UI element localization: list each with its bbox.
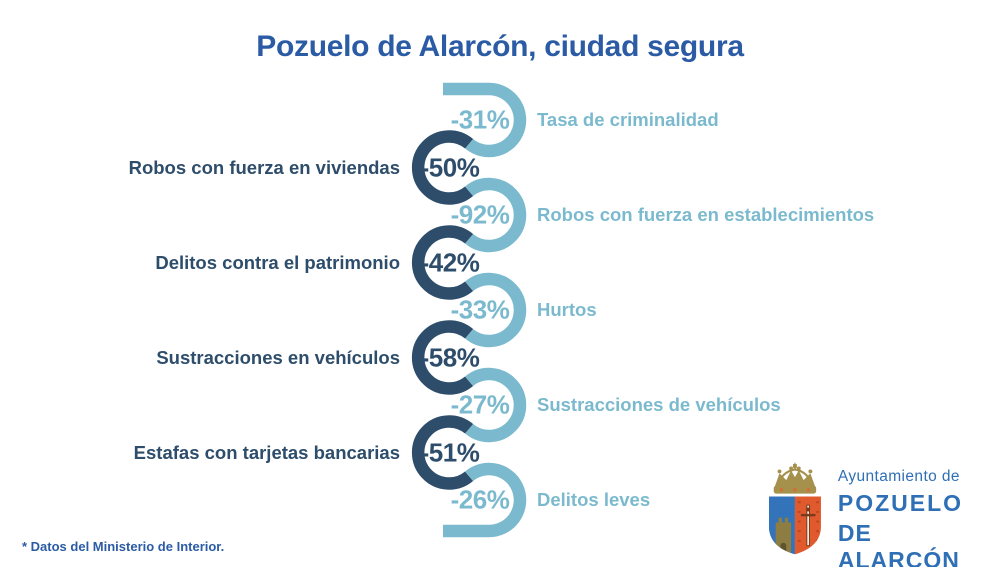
pct-value: -31% xyxy=(450,104,510,135)
crown-points xyxy=(774,470,816,487)
category-label: Tasa de criminalidad xyxy=(537,109,719,130)
logo-line-de-alarcon: DE ALARCÓN xyxy=(837,520,960,567)
logo-line-pozuelo: POZUELO xyxy=(837,490,964,516)
chain-ring-7 xyxy=(411,415,474,490)
pct-value: -26% xyxy=(450,484,510,515)
logo-line-ayuntamiento: Ayuntamiento de xyxy=(837,468,960,485)
category-label: Sustracciones de vehículos xyxy=(537,394,781,415)
category-label: Sustracciones en vehículos xyxy=(156,346,400,368)
pct-value: -42% xyxy=(420,247,480,277)
category-label: Delitos contra el patrimonio xyxy=(155,251,400,273)
sword-pommel xyxy=(806,507,811,512)
crown-jewel xyxy=(779,488,784,492)
pct-value: -58% xyxy=(420,342,480,372)
crown-cross xyxy=(793,462,797,467)
pct-value: -92% xyxy=(450,199,510,230)
crown-arches xyxy=(777,468,813,487)
source-footnote: * Datos del Ministerio de Interior. xyxy=(22,539,225,554)
category-label: Robos con fuerza en establecimientos xyxy=(537,204,875,225)
crown-jewel xyxy=(806,488,811,492)
chain-ring-3 xyxy=(411,225,474,300)
chain-ring-6 xyxy=(465,367,527,443)
pct-value: -51% xyxy=(420,437,480,467)
pct-value: -33% xyxy=(450,294,510,325)
chain-ring-4 xyxy=(465,272,527,348)
crown-pearl xyxy=(796,466,801,471)
tower xyxy=(775,517,792,555)
pct-value: -27% xyxy=(450,389,510,420)
chain-ring-8 xyxy=(443,462,527,538)
crown-pearl xyxy=(777,469,782,474)
chain-ring-5 xyxy=(411,320,474,395)
crown-pearl xyxy=(789,466,794,471)
crown-orb xyxy=(792,464,798,469)
crown-pearl xyxy=(808,469,813,474)
page-title: Pozuelo de Alarcón, ciudad segura xyxy=(256,30,744,63)
category-label: Robos con fuerza en viviendas xyxy=(128,156,400,178)
category-label: Delitos leves xyxy=(537,489,651,510)
category-label: Hurtos xyxy=(537,299,597,320)
coat-of-arms-icon xyxy=(768,462,821,555)
pct-value: -50% xyxy=(420,152,480,182)
crown-jewel xyxy=(793,488,797,492)
tower-door xyxy=(780,542,787,555)
chain-ring-0 xyxy=(443,82,527,158)
sword-blade xyxy=(806,504,810,547)
chain-ring-1 xyxy=(411,130,474,205)
category-label: Estafas con tarjetas bancarias xyxy=(133,441,400,463)
sword-guard xyxy=(800,513,816,517)
logo-text: Ayuntamiento de POZUELO DE ALARCÓN xyxy=(838,462,1000,567)
ayuntamiento-logo: Ayuntamiento de POZUELO DE ALARCÓN xyxy=(766,462,1000,567)
chain-ring-2 xyxy=(465,177,527,253)
